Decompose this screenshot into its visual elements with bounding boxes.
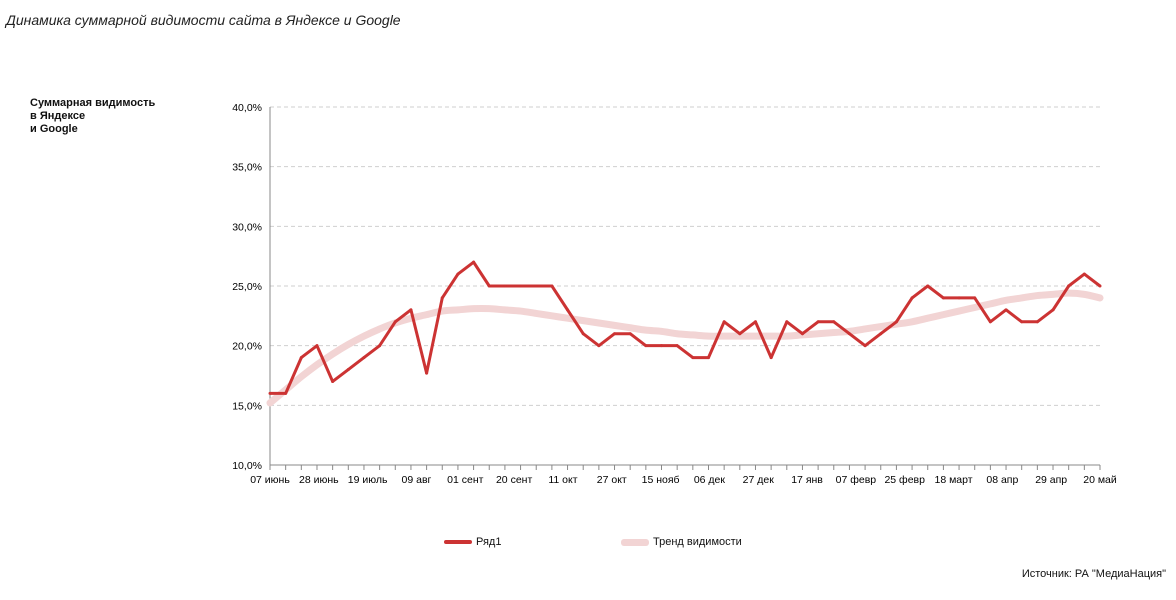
data-point (1004, 308, 1008, 312)
data-point (691, 356, 695, 360)
grid-lines (270, 106, 1100, 406)
legend-swatch-series (444, 540, 472, 544)
data-point (331, 379, 335, 383)
data-point (816, 320, 820, 324)
data-point (926, 284, 930, 288)
x-tick-label: 07 июнь (250, 474, 290, 486)
x-tick-label: 28 июнь (299, 474, 339, 486)
data-point (910, 296, 914, 300)
data-point (581, 332, 585, 336)
data-point (284, 391, 288, 395)
data-point (832, 320, 836, 324)
legend-label-trend: Тренд видимости (653, 536, 742, 548)
y-axis-label: Суммарная видимость в Яндексе и Google (30, 97, 156, 135)
x-tick-label: 08 апр (986, 474, 1018, 486)
x-tick-label: 20 май (1083, 474, 1117, 486)
data-point (1082, 272, 1086, 276)
legend-label-series: Ряд1 (476, 536, 502, 548)
legend-swatch-trend (621, 538, 649, 546)
axes (269, 107, 1101, 470)
x-tick-label: 07 февр (836, 474, 877, 486)
data-point (440, 296, 444, 300)
data-point (299, 356, 303, 360)
x-tick-label: 15 нояб (642, 474, 680, 486)
x-tick-label: 29 апр (1035, 474, 1067, 486)
data-point (613, 332, 617, 336)
chart-title: Динамика суммарной видимости сайта в Янд… (6, 12, 401, 28)
y-tick-label: 15,0% (232, 400, 262, 412)
data-point (628, 332, 632, 336)
x-tick-label: 01 сент (447, 474, 483, 486)
data-point (800, 332, 804, 336)
data-point (472, 260, 476, 264)
y-tick-label: 35,0% (232, 162, 262, 174)
data-point (456, 272, 460, 276)
x-tick-label: 18 март (934, 474, 972, 486)
data-point (393, 320, 397, 324)
data-point (675, 344, 679, 348)
data-point (847, 332, 851, 336)
data-point (597, 344, 601, 348)
data-point (362, 356, 366, 360)
data-point (769, 356, 773, 360)
y-tick-label: 30,0% (232, 221, 262, 233)
data-point (957, 296, 961, 300)
data-point (1067, 284, 1071, 288)
data-point (1051, 308, 1055, 312)
data-point (660, 344, 664, 348)
data-point (425, 371, 429, 375)
data-point (879, 332, 883, 336)
source-note: Источник: РА "МедиаНация" (1021, 568, 1166, 580)
x-tick-labels: 07 июнь 28 июнь 19 июль 09 авг 01 сент 20 сен… (250, 474, 1117, 486)
data-point (503, 284, 507, 288)
data-point (973, 296, 977, 300)
series-line-trend (266, 289, 1104, 407)
data-point (738, 332, 742, 336)
y-tick-label: 10,0% (232, 460, 262, 472)
y-tick-label: 25,0% (232, 281, 262, 293)
data-point (1020, 320, 1024, 324)
y-tick-label: 40,0% (232, 102, 262, 114)
x-tick-label: 17 янв (791, 474, 823, 486)
legend-item-trend: Тренд видимости (621, 536, 742, 548)
x-tick-label: 11 окт (548, 474, 577, 486)
y-tick-label: 20,0% (232, 341, 262, 353)
data-point (1098, 284, 1102, 288)
data-point (315, 344, 319, 348)
data-point (1035, 320, 1039, 324)
data-point (863, 344, 867, 348)
x-tick-label: 19 июль (348, 474, 388, 486)
x-tick-label: 25 февр (884, 474, 925, 486)
data-point (378, 344, 382, 348)
data-point (487, 284, 491, 288)
data-point (534, 284, 538, 288)
y-tick-labels: 10,0% 15,0% 20,0% 25,0% 30,0% 35,0% 40,0% (232, 102, 262, 472)
data-point (550, 284, 554, 288)
legend-item-series: Ряд1 (444, 536, 501, 548)
data-point (785, 320, 789, 324)
data-point (566, 308, 570, 312)
data-point (894, 320, 898, 324)
data-point (706, 356, 710, 360)
data-point (753, 320, 757, 324)
data-point (988, 320, 992, 324)
x-tick-label: 27 окт (597, 474, 627, 486)
data-point (268, 391, 272, 395)
data-point (519, 284, 523, 288)
x-tick-label: 06 дек (694, 474, 726, 486)
legend: Ряд1 Тренд видимости (0, 536, 1176, 556)
data-point (409, 308, 413, 312)
series-line-main (270, 260, 1101, 395)
x-tick-label: 20 сент (496, 474, 532, 486)
data-point (722, 320, 726, 324)
x-tick-label: 09 авг (402, 474, 432, 486)
series-lines (266, 260, 1104, 407)
x-tick-label: 27 дек (743, 474, 775, 486)
data-point (941, 296, 945, 300)
data-point (644, 344, 648, 348)
data-point (346, 368, 350, 372)
